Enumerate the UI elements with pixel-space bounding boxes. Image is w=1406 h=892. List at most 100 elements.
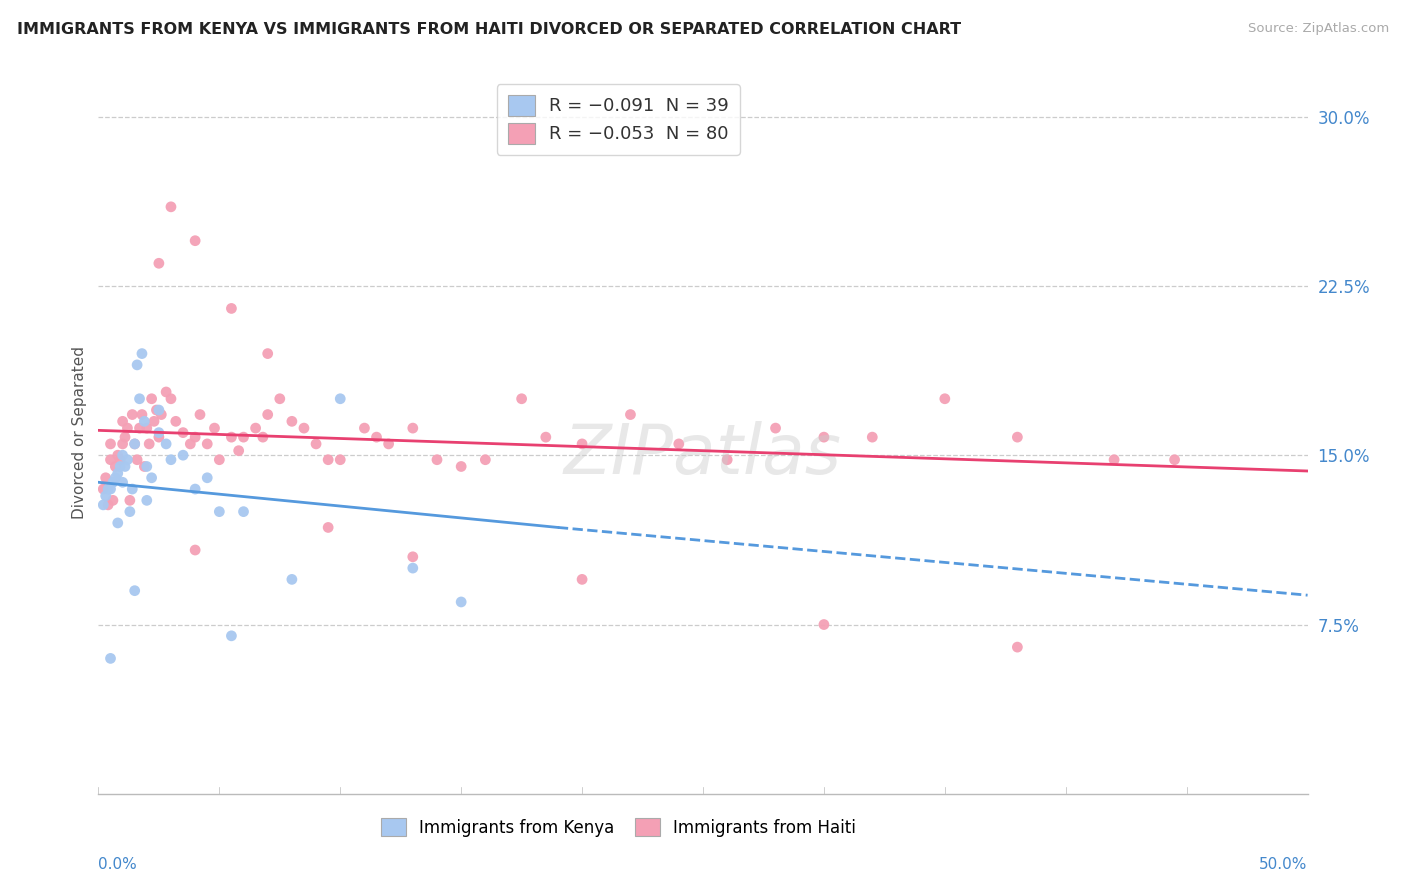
Legend: Immigrants from Kenya, Immigrants from Haiti: Immigrants from Kenya, Immigrants from H…: [374, 812, 862, 843]
Point: [127, 452, 149, 467]
Point: [104, 459, 127, 474]
Point: [148, 256, 170, 270]
Point: [305, 437, 328, 451]
Point: [245, 421, 267, 435]
Point: [114, 459, 136, 474]
Point: [128, 421, 150, 435]
Point: [101, 493, 124, 508]
Point: [107, 448, 129, 462]
Point: [402, 549, 425, 564]
Point: [329, 392, 352, 406]
Point: [184, 234, 207, 248]
Point: [292, 421, 315, 435]
Point: [111, 414, 134, 428]
Point: [91, 482, 114, 496]
Point: [184, 543, 207, 558]
Point: [571, 437, 593, 451]
Point: [619, 408, 641, 422]
Point: [148, 430, 170, 444]
Point: [111, 437, 134, 451]
Point: [316, 520, 339, 534]
Point: [160, 200, 183, 214]
Point: [100, 452, 122, 467]
Point: [91, 498, 114, 512]
Point: [124, 437, 146, 451]
Point: [534, 430, 557, 444]
Text: Source: ZipAtlas.com: Source: ZipAtlas.com: [1249, 22, 1389, 36]
Point: [124, 583, 146, 598]
Point: [510, 392, 533, 406]
Point: [97, 482, 120, 496]
Point: [117, 421, 139, 435]
Point: [172, 448, 194, 462]
Point: [232, 505, 254, 519]
Point: [150, 408, 173, 422]
Point: [135, 459, 157, 474]
Point: [252, 430, 274, 444]
Point: [450, 459, 472, 474]
Point: [221, 629, 243, 643]
Point: [813, 430, 835, 444]
Point: [155, 384, 177, 399]
Point: [134, 459, 156, 474]
Point: [124, 437, 146, 451]
Point: [860, 430, 883, 444]
Point: [134, 414, 156, 428]
Point: [148, 403, 170, 417]
Point: [188, 408, 211, 422]
Point: [94, 471, 117, 485]
Point: [366, 430, 388, 444]
Point: [118, 493, 141, 508]
Point: [172, 425, 194, 440]
Point: [141, 471, 163, 485]
Point: [316, 452, 339, 467]
Text: IMMIGRANTS FROM KENYA VS IMMIGRANTS FROM HAITI DIVORCED OR SEPARATED CORRELATION: IMMIGRANTS FROM KENYA VS IMMIGRANTS FROM…: [17, 22, 960, 37]
Point: [141, 392, 163, 406]
Point: [184, 482, 207, 496]
Point: [377, 437, 399, 451]
Point: [571, 573, 593, 587]
Point: [426, 452, 449, 467]
Text: ZIPatlas: ZIPatlas: [564, 421, 842, 488]
Point: [138, 437, 160, 451]
Point: [1007, 640, 1029, 654]
Point: [668, 437, 690, 451]
Point: [256, 408, 278, 422]
Point: [101, 475, 124, 490]
Y-axis label: Divorced or Separated: Divorced or Separated: [72, 346, 87, 519]
Point: [114, 430, 136, 444]
Point: [1102, 452, 1125, 467]
Point: [148, 425, 170, 440]
Point: [204, 421, 226, 435]
Point: [221, 301, 243, 316]
Point: [100, 651, 122, 665]
Point: [402, 561, 425, 575]
Point: [155, 437, 177, 451]
Point: [121, 408, 143, 422]
Point: [131, 346, 153, 360]
Point: [474, 452, 496, 467]
Point: [111, 448, 134, 462]
Point: [184, 430, 207, 444]
Point: [94, 489, 117, 503]
Point: [108, 459, 131, 474]
Point: [716, 452, 738, 467]
Point: [160, 452, 183, 467]
Point: [107, 516, 129, 530]
Point: [934, 392, 956, 406]
Point: [100, 437, 122, 451]
Point: [221, 430, 243, 444]
Point: [195, 471, 218, 485]
Point: [813, 617, 835, 632]
Point: [232, 430, 254, 444]
Point: [765, 421, 787, 435]
Point: [127, 358, 149, 372]
Point: [208, 505, 231, 519]
Point: [145, 403, 167, 417]
Point: [1163, 452, 1185, 467]
Point: [160, 392, 183, 406]
Point: [1007, 430, 1029, 444]
Point: [269, 392, 291, 406]
Point: [329, 452, 352, 467]
Text: 50.0%: 50.0%: [1260, 857, 1308, 872]
